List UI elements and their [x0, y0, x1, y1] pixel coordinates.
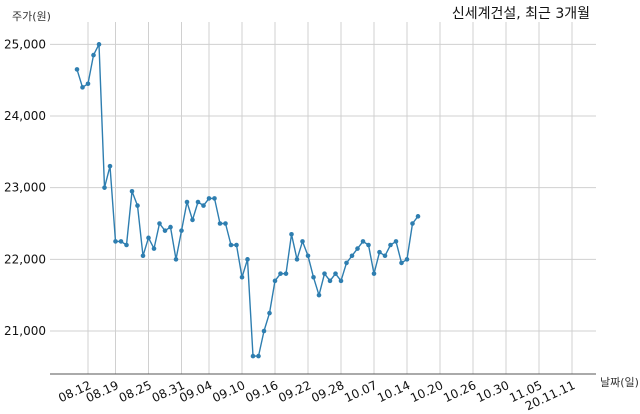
price-point [223, 221, 228, 226]
price-point [151, 246, 157, 251]
x-tick-label: 08.19 [84, 378, 121, 405]
price-point [355, 246, 360, 251]
price-point [190, 217, 195, 223]
price-point [124, 242, 129, 248]
price-point [371, 271, 377, 276]
label-layer: 21,00022,00023,00024,00025,00008.1208.19… [4, 37, 577, 413]
price-point [360, 239, 366, 244]
y-tick-label: 25,000 [4, 37, 46, 51]
price-point [234, 242, 239, 248]
price-point [388, 242, 393, 248]
x-tick-label: 10.14 [375, 378, 412, 405]
x-tick-label: 10.26 [441, 378, 478, 405]
price-line [76, 43, 419, 357]
price-point [85, 81, 91, 87]
x-tick-label: 10.30 [474, 378, 511, 405]
x-tick-label: 09.16 [243, 378, 280, 405]
price-point [146, 235, 151, 241]
price-point [157, 221, 162, 226]
x-axis-title: 날짜(일) [600, 375, 639, 389]
x-tick-label: 09.04 [177, 378, 214, 405]
y-tick-label: 22,000 [4, 252, 46, 266]
price-point [415, 214, 421, 219]
price-point [239, 274, 245, 280]
y-tick-label: 23,000 [4, 181, 46, 195]
price-point [305, 253, 311, 259]
price-point [107, 163, 113, 169]
price-point [404, 257, 410, 262]
price-point [349, 253, 355, 259]
x-tick-label: 10.07 [342, 378, 379, 405]
price-point [316, 292, 322, 298]
price-point [184, 199, 190, 205]
price-point [377, 249, 382, 255]
price-point [80, 85, 85, 90]
price-point [333, 271, 338, 276]
x-tick-label: 10.20 [408, 378, 445, 405]
price-point [256, 353, 261, 359]
price-point [217, 221, 223, 226]
price-point [96, 42, 102, 47]
price-point [393, 239, 399, 244]
chart-title: 신세계건설, 최근 3개월 [452, 6, 590, 22]
y-tick-label: 21,000 [4, 324, 46, 338]
price-point [74, 67, 80, 72]
price-point [399, 260, 404, 266]
price-point [168, 224, 173, 230]
price-point [195, 199, 201, 205]
price-point [289, 231, 294, 237]
price-point [118, 239, 124, 244]
price-point [338, 278, 344, 284]
price-point [102, 185, 107, 190]
price-point [272, 278, 278, 284]
price-point [261, 328, 267, 334]
price-point [267, 310, 272, 316]
price-point [212, 196, 217, 201]
price-point [382, 253, 388, 259]
y-tick-label: 24,000 [4, 109, 46, 123]
price-point [327, 278, 333, 284]
price-point [322, 271, 327, 276]
price-point [228, 242, 234, 248]
price-point [179, 228, 184, 233]
price-point [113, 239, 118, 244]
x-tick-label: 09.28 [309, 378, 346, 405]
price-point [294, 257, 300, 262]
price-point [201, 203, 206, 208]
price-point [311, 274, 316, 280]
price-point [245, 257, 250, 262]
price-point [91, 52, 96, 58]
price-point [135, 203, 140, 208]
price-point [206, 196, 212, 201]
x-tick-label: 08.25 [117, 378, 154, 405]
x-tick-label: 09.22 [276, 378, 313, 405]
price-point [344, 260, 349, 266]
price-point [162, 228, 168, 233]
x-tick-label: 09.10 [210, 378, 247, 405]
price-point [283, 271, 289, 276]
price-point [140, 253, 146, 259]
price-point [366, 242, 371, 248]
price-point [129, 188, 135, 194]
price-point [173, 257, 179, 262]
y-axis-title: 주가(원) [12, 10, 51, 23]
price-point [278, 271, 283, 276]
price-point [250, 353, 256, 359]
price-point [300, 239, 305, 244]
series-layer [74, 42, 421, 359]
price-point [410, 221, 415, 226]
